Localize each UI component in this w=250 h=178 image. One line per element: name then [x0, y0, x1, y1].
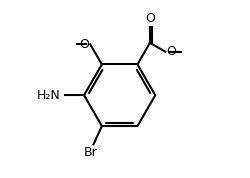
- Text: O: O: [145, 12, 155, 25]
- Text: O: O: [166, 45, 176, 58]
- Text: H₂N: H₂N: [37, 89, 61, 102]
- Text: Br: Br: [84, 146, 97, 159]
- Text: O: O: [80, 38, 90, 51]
